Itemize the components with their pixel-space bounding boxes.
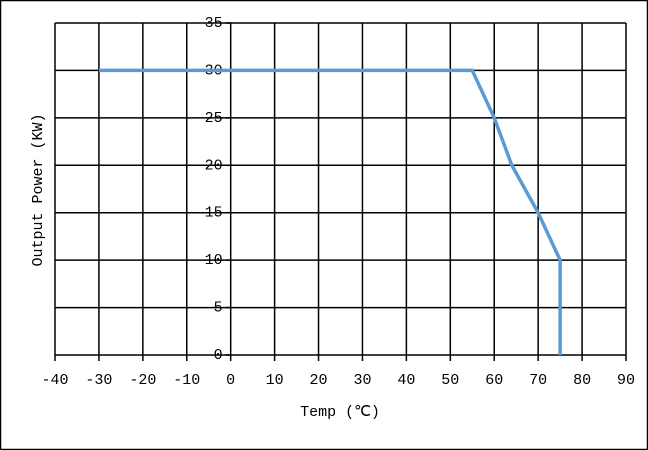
x-tick-label: 40	[397, 372, 415, 389]
y-tick-label: 15	[205, 205, 223, 222]
x-axis-label: Temp (℃)	[300, 404, 380, 421]
y-tick-label: 35	[205, 15, 223, 32]
x-tick-label: 10	[266, 372, 284, 389]
x-tick-label: 70	[529, 372, 547, 389]
x-tick-label: 80	[573, 372, 591, 389]
y-tick-label: 5	[214, 300, 223, 317]
y-tick-label: 20	[205, 157, 223, 174]
x-tick-label: 50	[441, 372, 459, 389]
x-tick-label: 90	[617, 372, 635, 389]
y-axis-label: Output Power (KW)	[30, 113, 47, 266]
x-tick-label: -40	[41, 372, 68, 389]
y-tick-label: 25	[205, 110, 223, 127]
x-tick-label: 20	[310, 372, 328, 389]
y-tick-label: 0	[214, 347, 223, 364]
y-tick-label: 10	[205, 252, 223, 269]
data-line	[98, 68, 562, 355]
x-tick-label: 0	[226, 372, 235, 389]
x-tick-label: 30	[353, 372, 371, 389]
x-tick-label: -30	[85, 372, 112, 389]
x-tick-label: -10	[173, 372, 200, 389]
x-tick-label: 60	[485, 372, 503, 389]
x-tick-label: -20	[129, 372, 156, 389]
